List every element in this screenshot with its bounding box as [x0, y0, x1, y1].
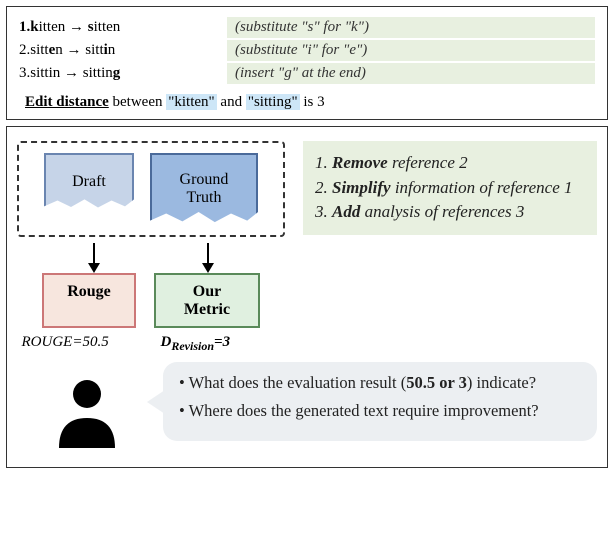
edit-step-2: 2.sitten → sittin (substitute "i" for "e… — [19, 40, 595, 61]
edit-step-3-text: 3.sittin → sitting — [19, 65, 227, 82]
metrics-row: Rouge Our Metric — [17, 273, 285, 328]
person-icon — [51, 376, 123, 457]
edit-step-3-expl: (insert "g" at the end) — [227, 63, 595, 84]
edit-step-2-text: 2.sitten → sittin — [19, 42, 227, 59]
question-2: • Where does the generated text require … — [179, 400, 583, 422]
op-1: 1. Remove reference 2 — [315, 151, 585, 176]
arrow-to-our-metric — [207, 243, 209, 271]
ground-truth-doc-icon: Ground Truth — [150, 153, 258, 225]
rouge-score: ROUGE=50.5 — [22, 334, 142, 354]
question-bubble: • What does the evaluation result (50.5 … — [163, 362, 597, 441]
lower-section: • What does the evaluation result (50.5 … — [17, 362, 597, 457]
question-1: • What does the evaluation result (50.5 … — [179, 372, 583, 394]
scores-row: ROUGE=50.5 DRevision=3 — [17, 334, 285, 354]
metric-comparison-panel: Draft Ground Truth Rouge Our Metric ROUG… — [6, 126, 608, 468]
drevision-score: DRevision=3 — [161, 334, 281, 354]
person-icon-col — [17, 362, 157, 457]
arrow-to-rouge — [93, 243, 95, 271]
edit-step-1: 1.kitten → sitten (substitute "s" for "k… — [19, 17, 595, 38]
edit-step-1-text: 1.kitten → sitten — [19, 19, 227, 36]
our-metric-box: Our Metric — [154, 273, 260, 328]
op-3: 3. Add analysis of references 3 — [315, 200, 585, 225]
input-group: Draft Ground Truth — [17, 141, 285, 237]
op-2: 2. Simplify information of reference 1 — [315, 176, 585, 201]
revision-ops-list: 1. Remove reference 2 2. Simplify inform… — [303, 141, 597, 235]
rouge-box: Rouge — [42, 273, 136, 328]
ground-truth-label: Ground Truth — [150, 153, 258, 225]
edit-distance-panel: 1.kitten → sitten (substitute "s" for "k… — [6, 6, 608, 120]
draft-doc-icon: Draft — [44, 153, 134, 211]
edit-step-2-expl: (substitute "i" for "e") — [227, 40, 595, 61]
edit-step-3: 3.sittin → sitting (insert "g" at the en… — [19, 63, 595, 84]
upper-section: Draft Ground Truth Rouge Our Metric ROUG… — [17, 141, 597, 354]
arrows-row — [17, 243, 285, 271]
flow-diagram: Draft Ground Truth Rouge Our Metric ROUG… — [17, 141, 285, 354]
edit-step-1-expl: (substitute "s" for "k") — [227, 17, 595, 38]
draft-label: Draft — [44, 153, 134, 211]
edit-distance-summary: Edit distance between "kitten" and "sitt… — [19, 94, 595, 111]
